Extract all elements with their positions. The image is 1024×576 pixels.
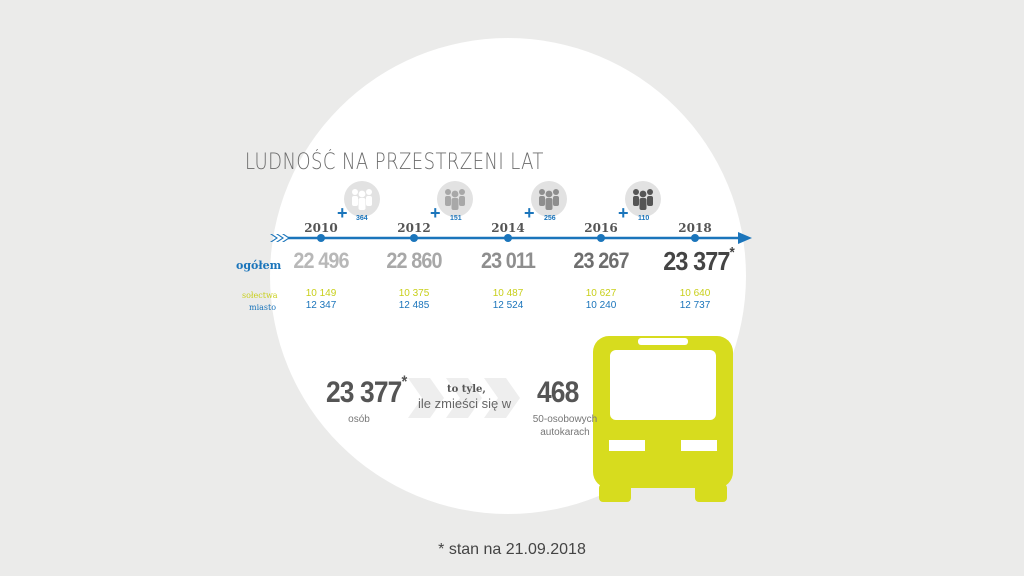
gain-plus: +	[524, 203, 535, 223]
bus-label-1: 50-osobowych	[532, 414, 598, 425]
total-value-2018: 23 377*	[654, 244, 744, 277]
total-value: 23 267	[573, 248, 629, 273]
villages-value: 10 627	[585, 288, 617, 299]
total-footnote-mark: *	[729, 244, 735, 262]
connector-text-2: ile zmieści się w	[418, 396, 512, 411]
city-value: 10 240	[585, 300, 617, 311]
bus-label-2: autokarach	[540, 427, 590, 438]
people-number: 23 377	[326, 376, 402, 409]
footnote: * stan na 21.09.2018	[438, 541, 586, 558]
timeline-arrow-icon	[738, 232, 752, 244]
total-value: 22 496	[293, 248, 349, 273]
timeline-dot-2012	[410, 234, 418, 242]
people-group-icon	[344, 181, 380, 217]
year-label: 2012	[397, 221, 431, 235]
gain-value: 110	[638, 215, 650, 222]
gain-value: 256	[544, 215, 556, 222]
villages-value: 10 640	[679, 288, 711, 299]
villages-value: 10 487	[492, 288, 524, 299]
connector-text-1: to tyle,	[447, 384, 486, 395]
people-label: osób	[348, 414, 370, 425]
villages-value: 10 149	[305, 288, 337, 299]
timeline-dot-2016	[597, 234, 605, 242]
year-label: 2014	[491, 221, 525, 235]
year-label: 2010	[304, 221, 338, 235]
gain-value: 151	[450, 215, 462, 222]
row-label-total: ogółem	[236, 259, 282, 272]
total-number: 23 377	[663, 246, 730, 276]
city-value: 12 347	[305, 300, 337, 311]
row-label-villages: sołectwa	[242, 291, 278, 300]
total-value: 23 011	[480, 248, 536, 273]
people-group-icon	[625, 181, 661, 217]
people-group-icon	[531, 181, 567, 217]
people-footnote-mark: *	[401, 372, 407, 391]
bus-icon	[593, 336, 733, 502]
people-count: 23 377*	[326, 372, 407, 410]
page-title: LUDNOŚĆ NA PRZESTRZENI LAT	[245, 150, 544, 175]
bus-count: 468	[537, 376, 579, 409]
gain-plus: +	[337, 203, 348, 223]
gain-value: 364	[356, 215, 368, 222]
city-value: 12 485	[398, 300, 430, 311]
people-group-icon	[437, 181, 473, 217]
year-label: 2016	[584, 221, 618, 235]
timeline-start-chevrons-icon	[270, 234, 290, 242]
timeline-dot-2014	[504, 234, 512, 242]
gain-plus: +	[430, 203, 441, 223]
row-label-city: miasto	[249, 303, 277, 312]
city-value: 12 737	[679, 300, 711, 311]
total-value: 22 860	[386, 248, 442, 273]
city-value: 12 524	[492, 300, 524, 311]
chevron-arrows-icon	[408, 378, 520, 418]
timeline-dot-2018	[691, 234, 699, 242]
year-label: 2018	[678, 221, 712, 235]
gain-plus: +	[618, 203, 629, 223]
timeline-dot-2010	[317, 234, 325, 242]
villages-value: 10 375	[398, 288, 430, 299]
